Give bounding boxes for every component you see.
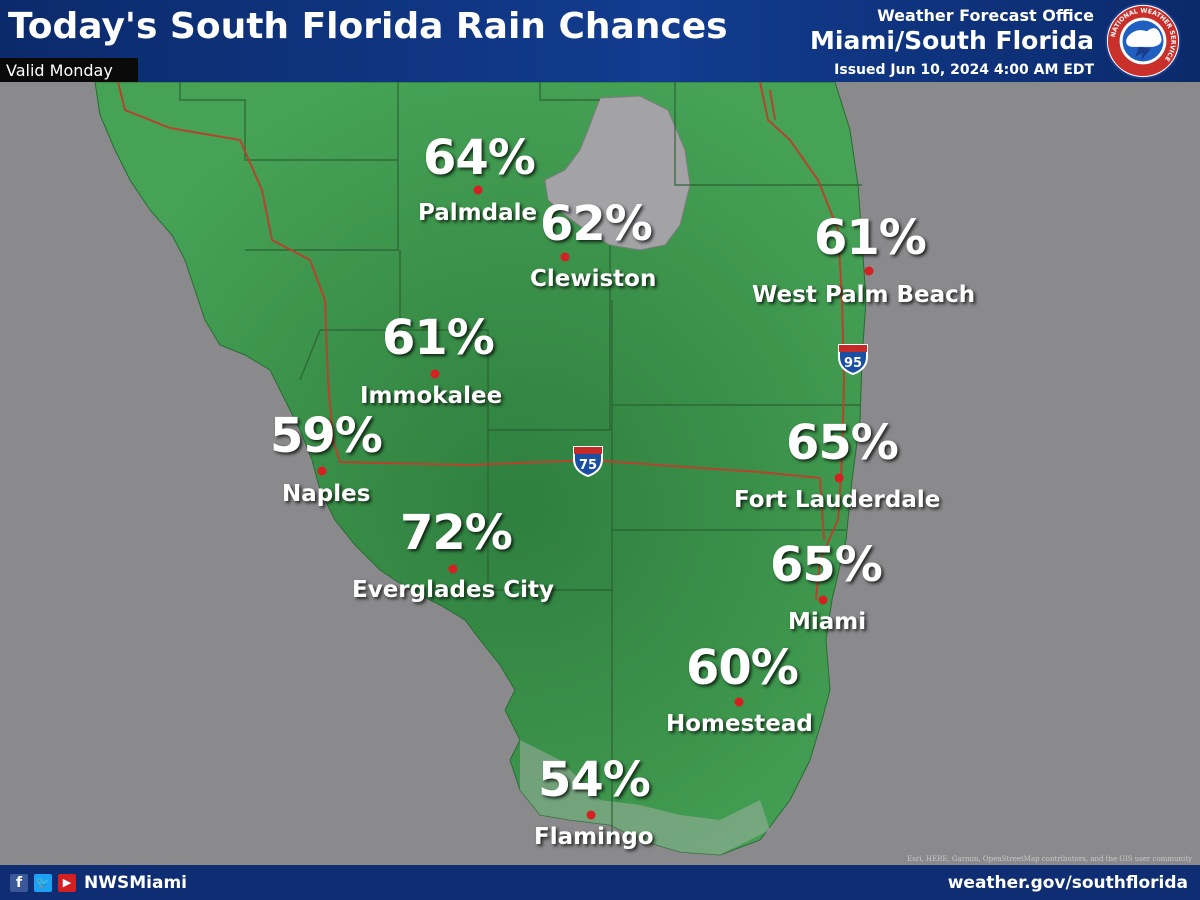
facebook-icon[interactable]: f (10, 874, 28, 892)
city-marker-everglades-city (448, 564, 458, 574)
city-rain-chance: 65% (770, 537, 883, 593)
city-rain-chance: 59% (270, 408, 383, 464)
city-name: Miami (788, 609, 867, 635)
issued-timestamp: Issued Jun 10, 2024 4:00 AM EDT (834, 62, 1094, 78)
city-marker-immokalee (430, 369, 440, 379)
city-rain-chance: 60% (686, 640, 799, 696)
city-rain-chance: 62% (540, 196, 653, 252)
interstate-95-number: 95 (844, 356, 862, 371)
coastal-wetlands (520, 740, 770, 855)
city-rain-chance: 61% (382, 310, 495, 366)
highway-network (117, 82, 846, 601)
city-name: Immokalee (360, 383, 503, 409)
city-marker-clewiston (560, 252, 570, 262)
city-name: Everglades City (352, 577, 555, 603)
youtube-icon[interactable]: ▶ (58, 874, 76, 892)
interstate-95-shield: 95 (838, 344, 868, 375)
florida-land (94, 82, 867, 856)
twitter-icon[interactable]: 🐦 (34, 874, 52, 892)
city-marker-miami (818, 595, 828, 605)
header-bar (0, 0, 1200, 82)
city-rain-chance: 61% (814, 210, 927, 266)
city-name: Naples (282, 481, 371, 507)
city-marker-palmdale (473, 185, 483, 195)
social-handle[interactable]: NWSMiami (84, 873, 187, 893)
footer-bar (0, 865, 1200, 900)
office-name: Miami/South Florida (810, 26, 1094, 55)
city-marker-flamingo (586, 810, 596, 820)
city-name: West Palm Beach (752, 282, 976, 308)
office-label: Weather Forecast Office (877, 6, 1094, 25)
city-marker-west-palm-beach (864, 266, 874, 276)
interstate-75-shield: 75 (573, 446, 603, 477)
city-rain-chance: 64% (423, 130, 536, 186)
city-name: Homestead (666, 711, 813, 737)
city-name: Clewiston (530, 266, 657, 292)
map-attribution: Esri, HERE, Garmin, OpenStreetMap contri… (907, 855, 1192, 863)
city-name: Palmdale (418, 200, 538, 226)
nws-logo: NATIONAL WEATHER SERVICE (1104, 2, 1182, 80)
city-markers (317, 185, 874, 820)
interstate-75-number: 75 (579, 458, 597, 473)
city-name: Flamingo (534, 824, 654, 850)
city-marker-homestead (734, 697, 744, 707)
city-rain-chance: 65% (786, 415, 899, 471)
subtitle-bar (0, 58, 138, 82)
city-marker-fort-lauderdale (834, 473, 844, 483)
county-boundaries (179, 82, 862, 840)
valid-day-label: Valid Monday (6, 61, 113, 80)
page-title: Today's South Florida Rain Chances (8, 6, 728, 47)
city-name: Fort Lauderdale (734, 487, 941, 513)
city-rain-chance: 72% (400, 505, 513, 561)
city-rain-chance: 54% (538, 752, 651, 808)
city-marker-naples (317, 466, 327, 476)
map-canvas (0, 82, 1200, 865)
website-link[interactable]: weather.gov/southflorida (947, 873, 1188, 893)
